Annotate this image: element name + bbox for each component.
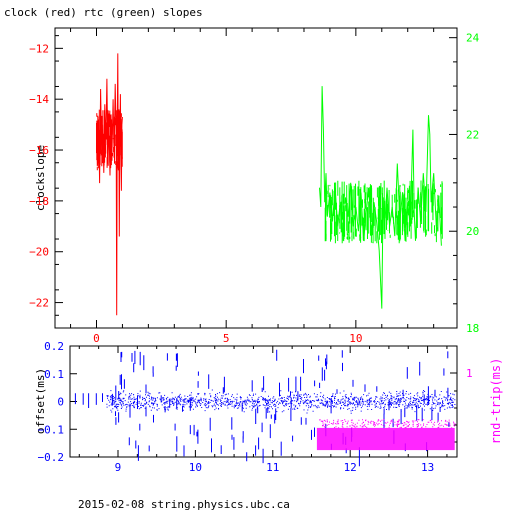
offset-x-tick-label: 12 [344,461,357,474]
offset-x-tick-label: 9 [115,461,122,474]
rndtrip-band [316,427,455,451]
offset-x-tick-label: 10 [189,461,202,474]
offset-chart: offset(ms) rnd-trip(ms) 9 10 11 12 13 0.2 0.1 0… [34,340,503,474]
slopes-frame [54,27,458,329]
slopes-y-label: clockslope [34,145,47,211]
offset-ticks: 9 10 11 12 13 0.2 0.1 0 −0.1 −0.2 1 [38,340,473,474]
offset-y-tick-label: −0.2 [38,451,65,464]
x-tick-label: 0 [93,332,100,345]
y-right-tick-label: 24 [466,32,480,45]
y-left-tick-label: −18 [29,195,49,208]
footer-text: 2015-02-08 string.physics.ubc.ca [78,498,290,511]
offset-series [74,349,456,467]
rtc-slope-band [324,180,443,244]
offset-x-tick-label: 11 [266,461,279,474]
chart-title: clock (red) rtc (green) slopes [4,6,203,19]
offset-y-tick-label: 0 [57,396,64,409]
offset-y-tick-label: 0.2 [44,340,64,353]
y-left-tick-label: −12 [29,42,49,55]
y-left-tick-label: −22 [29,297,49,310]
offset-early-points [74,393,103,408]
rndtrip-y-tick-label: 1 [466,367,473,380]
y-left-tick-label: −16 [29,144,49,157]
rndtrip-y-label: rnd-trip(ms) [489,358,503,445]
y-right-tick-label: 18 [466,322,479,335]
y-right-tick-label: 20 [466,225,479,238]
offset-y-label: offset(ms) [34,368,47,434]
clock-slope-line [96,53,123,316]
offset-y-tick-label: −0.1 [38,423,65,436]
offset-points [106,349,456,467]
slopes-series [96,53,443,316]
y-left-tick-label: −20 [29,246,49,259]
slopes-ticks: 0 5 10 −12 −14 −16 −18 −20 −22 18 20 22 24 [29,28,480,345]
offset-y-tick-label: 0.1 [44,368,64,381]
y-left-tick-label: −14 [29,93,49,106]
x-tick-label: 5 [223,332,230,345]
offset-x-tick-label: 13 [421,461,434,474]
slopes-chart: clockslope 0 5 10 −12 −14 −16 −18 −20 −22 18 20 22 2… [29,27,480,345]
rndtrip-points [319,419,456,429]
y-right-tick-label: 22 [466,128,479,141]
clock-slope-band [96,109,123,171]
x-tick-label: 10 [349,332,362,345]
